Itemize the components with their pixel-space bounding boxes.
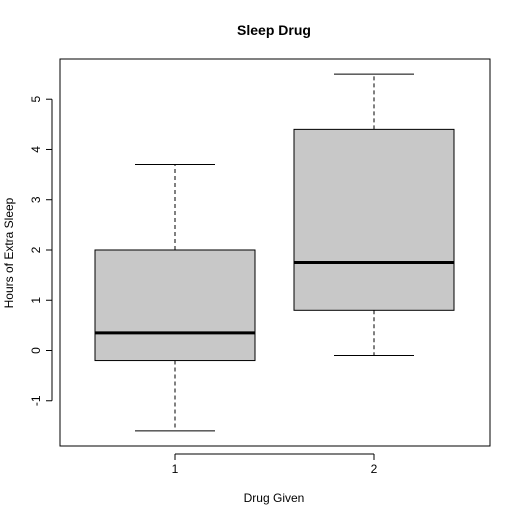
y-tick-label: 0 xyxy=(29,347,43,354)
y-axis: -1 0 1 2 3 4 5 xyxy=(29,96,53,406)
y-tick-label: 1 xyxy=(29,297,43,304)
y-axis-label: Hours of Extra Sleep xyxy=(2,197,16,308)
boxes xyxy=(94,73,455,432)
box-iqr xyxy=(94,249,256,362)
x-tick-label: 2 xyxy=(371,462,378,476)
y-tick-label: -1 xyxy=(29,395,43,406)
box-iqr xyxy=(293,128,455,311)
x-axis-label: Drug Given xyxy=(244,491,305,505)
y-tick-label: 5 xyxy=(29,96,43,103)
chart-title: Sleep Drug xyxy=(237,22,311,38)
y-tick-label: 4 xyxy=(29,146,43,153)
plot-frame xyxy=(59,58,491,447)
box-group-1 xyxy=(94,164,256,432)
y-tick-label: 2 xyxy=(29,246,43,253)
box-group-2 xyxy=(293,73,455,357)
x-tick-label: 1 xyxy=(172,462,179,476)
y-tick-label: 3 xyxy=(29,196,43,203)
